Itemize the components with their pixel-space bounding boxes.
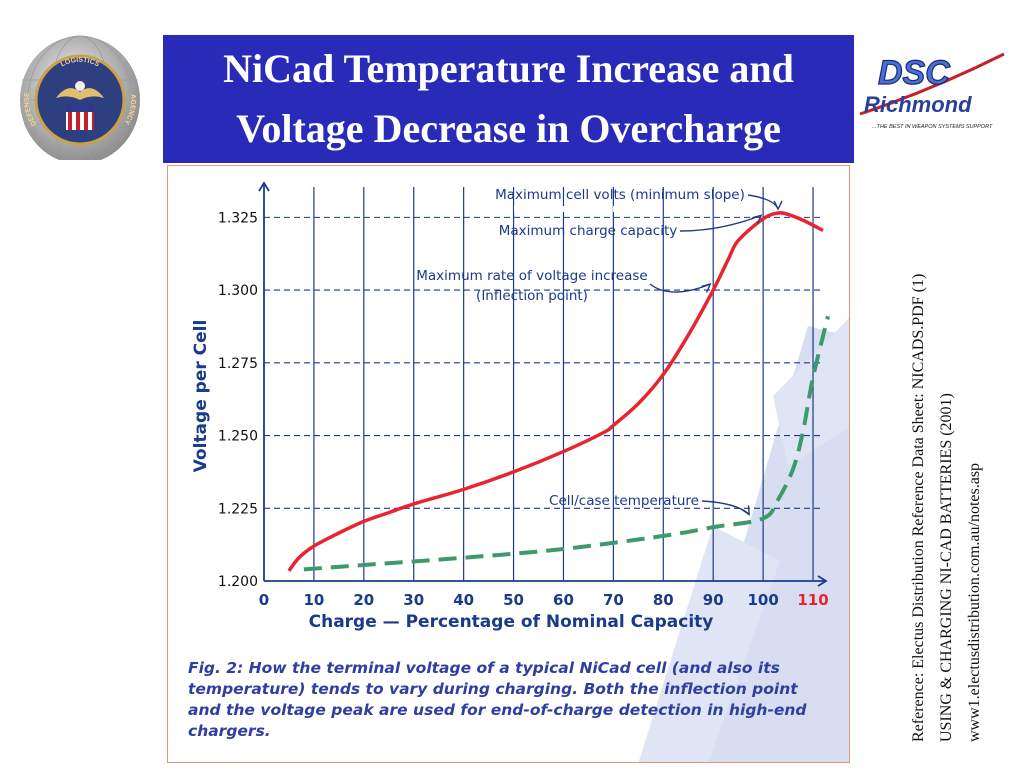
x-tick-label: 60: [553, 591, 574, 609]
dsc-wordmark: DSC: [878, 54, 950, 92]
x-tick-label: 90: [703, 591, 724, 609]
seal-top-label: LOGISTICS: [60, 57, 101, 69]
reference-line-1: Reference: Electus Distribution Referenc…: [910, 273, 927, 742]
eagle-head-icon: [75, 81, 85, 91]
reference-line-3: www1.electusdistribution.com.au/notes.as…: [966, 462, 983, 742]
chart-labels: 0 10 20 30 40 50 60 70 80 90 100 110 1.200 1.225 1.250…: [191, 210, 829, 632]
page-title-line2: Voltage Decrease in Overcharge: [236, 106, 781, 151]
x-tick-label: 10: [303, 591, 324, 609]
reference-note: Reference: Electus Distribution Referenc…: [905, 142, 989, 742]
dla-seal-logo: LOGISTICS DEFENSE AGENCY: [20, 35, 140, 160]
page-title-line1: NiCad Temperature Increase and: [223, 46, 794, 91]
dsc-tagline: ...THE BEST IN WEAPON SYSTEMS SUPPORT: [872, 124, 993, 130]
figure-panel: Maximum cell volts (minimum slope) Maximu…: [167, 165, 850, 763]
y-tick-label: 1.200: [218, 574, 258, 590]
chart-axes: [258, 181, 828, 587]
annotation-max-cell-volts: Maximum cell volts (minimum slope): [495, 187, 745, 203]
x-tick-label: 110: [797, 591, 828, 609]
x-axis-label: Charge — Percentage of Nominal Capacity: [309, 612, 714, 632]
annotation-inflection-point-sub: (Inflection point): [476, 288, 588, 304]
annotation-inflection-point: Maximum rate of voltage increase: [416, 268, 647, 284]
y-axis-arrow-icon: [258, 181, 270, 192]
x-tick-label: 30: [403, 591, 424, 609]
x-tick-label: 70: [603, 591, 624, 609]
figure-caption: Fig. 2: How the terminal voltage of a ty…: [188, 659, 807, 740]
y-tick-label: 1.300: [218, 283, 258, 299]
swoosh-icon: [859, 52, 1005, 116]
y-tick-label: 1.225: [218, 501, 258, 517]
x-tick-label: 40: [453, 591, 474, 609]
y-tick-label: 1.250: [218, 429, 258, 445]
voltage-series-line: [287, 211, 824, 572]
annotation-arrow-icon: [752, 214, 763, 224]
annotation-leader-line: [679, 214, 762, 232]
reference-line-2: USING & CHARGING NI-CAD BATTERIES (2001): [938, 393, 955, 742]
voltage-chart: Maximum cell volts (minimum slope) Maximu…: [191, 181, 849, 762]
x-tick-label: 50: [503, 591, 524, 609]
x-tick-label: 80: [653, 591, 674, 609]
x-axis-arrow-icon: [817, 575, 828, 587]
annotation-arrow-icon: [773, 200, 783, 211]
chart-annotations: Maximum cell volts (minimum slope) Maximu…: [416, 187, 783, 516]
annotation-arrow-icon: [701, 283, 712, 293]
annotation-arrow-icon: [741, 505, 750, 516]
annotation-cell-case-temperature: Cell/case temperature: [549, 493, 699, 509]
x-tick-label: 20: [353, 591, 374, 609]
x-tick-label: 100: [747, 591, 778, 609]
dsc-richmond-logo: DSC Richmond ...THE BEST IN WEAPON SYSTE…: [859, 52, 1005, 130]
annotation-max-charge-capacity: Maximum charge capacity: [499, 223, 678, 239]
y-tick-label: 1.325: [218, 210, 258, 226]
y-axis-label: Voltage per Cell: [191, 320, 211, 473]
chart-series: [287, 211, 830, 572]
richmond-wordmark: Richmond: [864, 92, 972, 117]
eagle-icon: [56, 88, 104, 100]
chart-grid: [264, 187, 824, 581]
temperature-series-line: [303, 315, 830, 572]
x-tick-label: 0: [259, 591, 269, 609]
y-tick-label: 1.275: [218, 356, 258, 372]
annotation-leader-line: [649, 283, 711, 293]
title-box: NiCad Temperature Increase and Voltage D…: [163, 35, 854, 163]
